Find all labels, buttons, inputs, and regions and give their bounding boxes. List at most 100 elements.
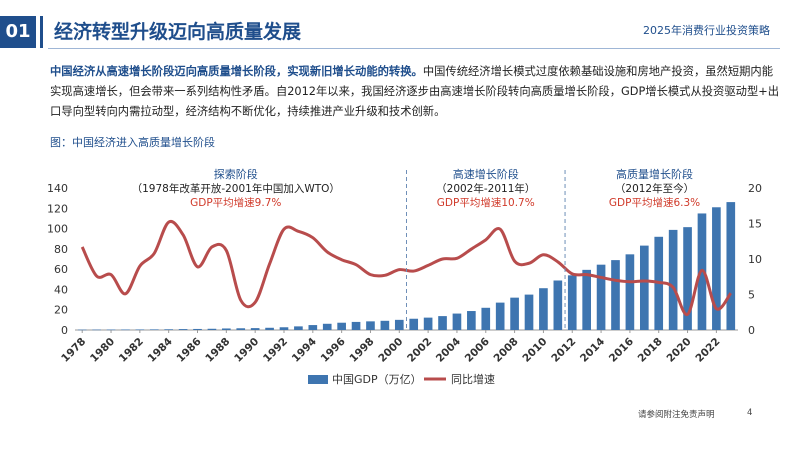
x-tick-label: 2000 bbox=[376, 336, 405, 365]
phase-avg-rate: GDP平均增速9.7% bbox=[190, 196, 281, 209]
gdp-bar bbox=[582, 269, 591, 330]
y-left-tick-label: 0 bbox=[61, 324, 68, 337]
gdp-bar bbox=[438, 316, 447, 330]
x-tick-label: 1998 bbox=[347, 336, 376, 365]
disclaimer-note: 请参阅附注免责声明 bbox=[638, 410, 715, 420]
gdp-bar bbox=[380, 320, 390, 330]
intro-lead: 中国经济从高速增长阶段迈向高质量增长阶段，实现新旧增长动能的转换。 bbox=[50, 65, 423, 78]
x-tick-label: 2010 bbox=[520, 336, 549, 365]
gdp-bar bbox=[668, 229, 678, 330]
gdp-bar bbox=[394, 319, 404, 330]
gdp-bar bbox=[135, 329, 145, 331]
x-tick-label: 2002 bbox=[405, 336, 434, 365]
page-title: 经济转型升级迈向高质量发展 bbox=[54, 21, 302, 43]
gdp-bar bbox=[222, 328, 231, 330]
gdp-bar bbox=[149, 329, 159, 330]
gdp-bar bbox=[351, 321, 361, 330]
x-tick-label: 2020 bbox=[665, 336, 694, 365]
x-tick-label: 1986 bbox=[174, 336, 203, 365]
header-divider bbox=[40, 16, 43, 48]
report-title: 2025年消费行业投资策略 bbox=[643, 24, 770, 37]
gdp-bar bbox=[178, 329, 188, 330]
gdp-bar bbox=[481, 307, 491, 330]
gdp-bar bbox=[683, 227, 692, 330]
x-tick-label: 1980 bbox=[88, 336, 117, 365]
y-right-tick-label: 5 bbox=[748, 289, 755, 302]
page-number: 4 bbox=[747, 408, 753, 418]
gdp-bar bbox=[337, 322, 346, 330]
gdp-bar bbox=[164, 329, 174, 330]
x-tick-label: 2022 bbox=[693, 336, 722, 365]
legend-label-growth: 同比增速 bbox=[451, 372, 495, 386]
phase-period: （1978年改革开放-2001年中国加入WTO） bbox=[132, 182, 340, 195]
gdp-bar bbox=[279, 327, 289, 330]
gdp-bar bbox=[567, 275, 577, 330]
gdp-bar bbox=[77, 329, 87, 331]
gdp-bar bbox=[409, 318, 419, 330]
x-tick-label: 2014 bbox=[578, 336, 607, 365]
gdp-bar bbox=[726, 202, 736, 330]
phase-annotations: 探索阶段（1978年改革开放-2001年中国加入WTO）GDP平均增速9.7% 高… bbox=[132, 167, 700, 330]
header-rule bbox=[48, 48, 780, 49]
figure-caption: 图：中国经济进入高质量增长阶段 bbox=[50, 136, 215, 149]
x-tick-label: 1990 bbox=[232, 336, 261, 365]
y-right-tick-label: 20 bbox=[748, 182, 762, 195]
gdp-bar bbox=[553, 280, 563, 330]
intro-paragraph: 中国经济从高速增长阶段迈向高质量增长阶段，实现新旧增长动能的转换。中国传统经济增… bbox=[50, 62, 780, 122]
y-right-tick-label: 15 bbox=[748, 218, 762, 231]
x-tick-label: 1978 bbox=[59, 336, 88, 365]
y-right-tick-label: 0 bbox=[748, 324, 755, 337]
phase-avg-rate: GDP平均增速6.3% bbox=[609, 196, 700, 209]
gdp-bar bbox=[452, 313, 462, 330]
x-tick-label: 1996 bbox=[319, 336, 348, 365]
gdp-bar bbox=[92, 329, 101, 331]
gdp-bar bbox=[510, 297, 519, 330]
y-left-tick-label: 80 bbox=[54, 243, 68, 256]
phase-name: 高质量增长阶段 bbox=[616, 167, 693, 181]
y-right-tick-label: 10 bbox=[748, 253, 762, 266]
x-tick-label: 2006 bbox=[463, 336, 492, 365]
gdp-bar bbox=[322, 323, 332, 330]
y-left-tick-label: 140 bbox=[47, 182, 68, 195]
gdp-bar bbox=[495, 302, 505, 330]
gdp-bar bbox=[611, 260, 620, 330]
gdp-bar bbox=[712, 207, 721, 330]
y-left-tick-label: 40 bbox=[54, 283, 68, 296]
gdp-bar bbox=[524, 294, 534, 330]
x-tick-label: 1988 bbox=[203, 336, 232, 365]
y-left-tick-label: 20 bbox=[54, 304, 68, 317]
y-left-tick-label: 60 bbox=[54, 263, 68, 276]
gdp-bar bbox=[639, 245, 649, 330]
gdp-bar bbox=[366, 321, 375, 330]
x-tick-label: 2016 bbox=[607, 336, 636, 365]
section-number: 01 bbox=[0, 16, 36, 48]
chart-legend: 中国GDP（万亿） 同比增速 bbox=[308, 372, 495, 386]
gdp-bar bbox=[193, 328, 202, 330]
phase-name: 高速增长阶段 bbox=[453, 167, 519, 181]
intro-body: 中国传统经济增长模式过度依赖基础设施和房地产投资，虽然短期内能实现高速增长，但会… bbox=[50, 65, 780, 118]
gdp-bar bbox=[207, 328, 217, 330]
gdp-bar bbox=[106, 329, 116, 331]
gdp-bar bbox=[308, 325, 318, 330]
legend-label-gdp: 中国GDP（万亿） bbox=[332, 373, 422, 386]
y-left-tick-label: 100 bbox=[47, 223, 68, 236]
x-tick-label: 1982 bbox=[117, 336, 146, 365]
x-tick-label: 2012 bbox=[549, 336, 578, 365]
x-tick-label: 1984 bbox=[146, 336, 175, 365]
x-tick-label: 2008 bbox=[492, 336, 521, 365]
gdp-bar bbox=[539, 288, 548, 330]
phase-name: 探索阶段 bbox=[214, 167, 258, 181]
phase-period: （2002年-2011年） bbox=[436, 182, 535, 195]
gdp-bar bbox=[625, 254, 635, 330]
gdp-bar bbox=[467, 311, 476, 330]
gdp-bar bbox=[265, 327, 274, 330]
phase-avg-rate: GDP平均增速10.7% bbox=[437, 196, 535, 209]
x-tick-label: 1994 bbox=[290, 336, 319, 365]
phase-period: （2012年至今） bbox=[615, 182, 694, 195]
gdp-bar bbox=[294, 326, 303, 330]
x-tick-label: 2018 bbox=[636, 336, 665, 365]
legend-swatch-gdp bbox=[308, 375, 328, 384]
gdp-bar bbox=[423, 317, 433, 330]
gdp-bar bbox=[596, 264, 606, 330]
